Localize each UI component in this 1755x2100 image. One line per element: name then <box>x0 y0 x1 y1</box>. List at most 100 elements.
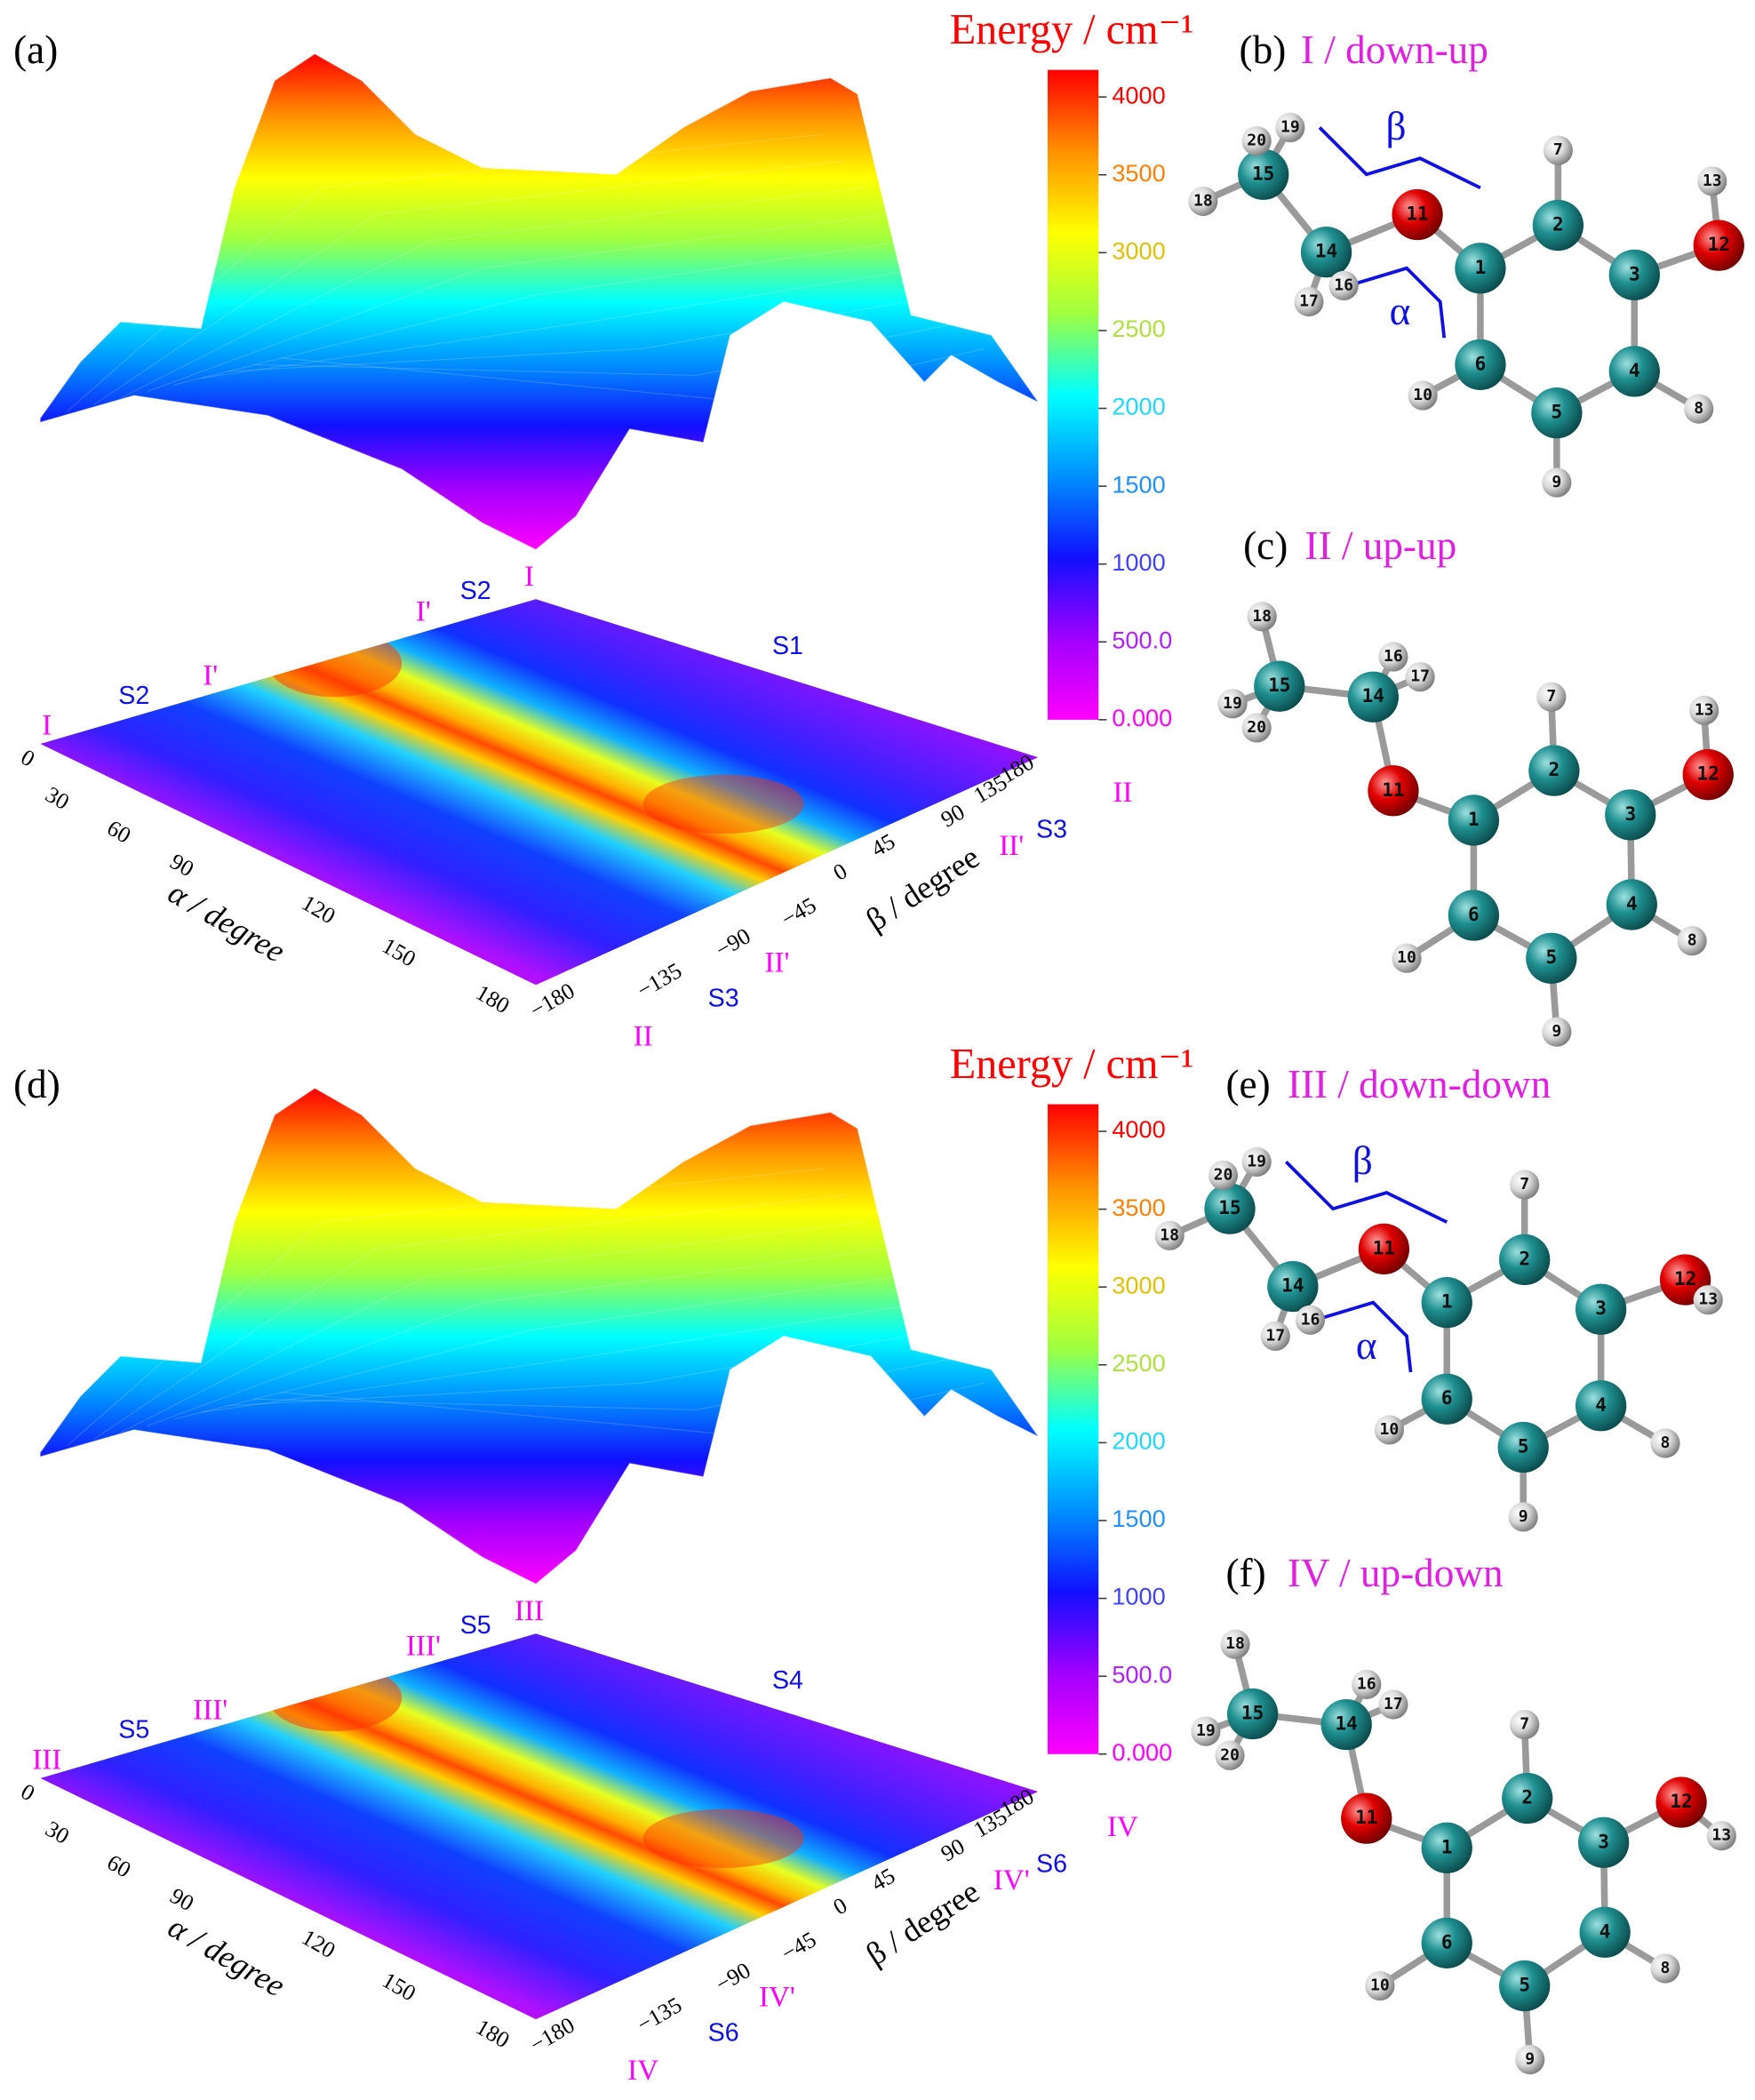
atom <box>1575 1380 1627 1432</box>
atom <box>1508 1502 1538 1532</box>
atom-label: 20 <box>1214 1165 1233 1184</box>
conformer-annotation: II <box>634 1019 653 1052</box>
panel-label: (d) <box>13 1062 60 1106</box>
conformer-annotation: III <box>515 1594 544 1627</box>
atom-label: 9 <box>1525 2050 1535 2069</box>
surface-mesh <box>93 1194 844 1440</box>
contour-fill <box>40 1633 1039 2020</box>
colorbar-tick-label: 0.000 <box>1112 1738 1172 1766</box>
panel-label: (c) <box>1243 523 1288 568</box>
atom <box>1220 1629 1250 1659</box>
colorbar-tick-label: 1500 <box>1112 1505 1165 1532</box>
atom <box>1408 380 1438 411</box>
alpha-label: α <box>1390 289 1411 333</box>
atom <box>1499 1960 1551 2012</box>
surface-mesh <box>67 133 825 412</box>
atom <box>1455 339 1506 390</box>
atom-label: 10 <box>1370 1976 1390 1995</box>
atom-label: 8 <box>1661 1959 1671 1977</box>
atom <box>1260 1321 1290 1351</box>
beta-angle-mark <box>1318 126 1481 190</box>
atom-label: 7 <box>1546 687 1556 706</box>
surface-mesh <box>67 1168 825 1447</box>
atom-label: 16 <box>1384 647 1403 666</box>
atom <box>1542 1017 1572 1047</box>
alpha-label: α <box>1356 1323 1377 1368</box>
contour-spot <box>642 774 804 834</box>
conformer-annotation: S5 <box>460 1611 491 1640</box>
surface-mesh <box>173 1275 905 1420</box>
atom-label: 18 <box>1225 1634 1245 1653</box>
atom <box>1697 166 1727 196</box>
molecule-panel: (e) III / down-downαβ12345678910111213141… <box>1154 1062 1723 1532</box>
atom <box>1499 1234 1551 1286</box>
beta-label: β <box>1352 1138 1373 1183</box>
structure-title: IV / up-down <box>1288 1551 1504 1595</box>
surface-mesh <box>201 1302 925 1413</box>
beta-tick-label: 0 <box>829 858 852 886</box>
atom-label: 16 <box>1357 1674 1376 1693</box>
colorbar-tick-label: 3500 <box>1112 159 1165 187</box>
conformer-annotation: S2 <box>118 682 149 710</box>
atom-label: 12 <box>1708 233 1730 255</box>
atom <box>1191 1716 1221 1746</box>
conformer-annotation: S5 <box>118 1716 149 1745</box>
atom <box>1247 602 1277 632</box>
atom <box>1526 932 1577 984</box>
surface-mesh <box>281 1382 985 1437</box>
colorbar <box>1047 69 1099 720</box>
atom <box>1497 1421 1549 1473</box>
atom <box>1254 660 1305 712</box>
atom-label: 16 <box>1301 1310 1320 1329</box>
atom-label: 3 <box>1624 802 1636 825</box>
surface-mesh <box>227 1329 945 1407</box>
atom <box>1328 270 1359 300</box>
colorbar-tick-label: 500.0 <box>1112 626 1172 653</box>
colorbar-title: Energy / cm⁻¹ <box>950 6 1194 53</box>
atom <box>1217 689 1248 719</box>
atom-label: 11 <box>1355 1806 1377 1828</box>
conformer-annotation: S3 <box>708 985 739 1013</box>
atom <box>1241 713 1272 743</box>
alpha-tick-label: 180 <box>472 2014 515 2053</box>
atom <box>1650 1953 1680 1984</box>
beta-tick-label: 90 <box>937 1833 969 1867</box>
atom <box>1605 789 1656 841</box>
beta-tick-label: −45 <box>777 1927 820 1967</box>
atom-label: 14 <box>1362 684 1384 707</box>
atom-label: 17 <box>1299 291 1319 310</box>
atom <box>1204 1183 1256 1234</box>
energy-surface <box>39 52 1039 551</box>
atom-label: 4 <box>1629 359 1640 381</box>
colorbar-tick-label: 3000 <box>1112 1271 1165 1298</box>
atom <box>1689 695 1719 725</box>
atom <box>1536 682 1567 712</box>
atom-label: 9 <box>1519 1507 1528 1526</box>
molecule-panel: (f) IV / up-down1234567891011121314151617… <box>1191 1551 1736 2075</box>
atom-label: 3 <box>1629 262 1640 284</box>
atom <box>1421 1822 1472 1873</box>
atom <box>1515 2044 1545 2075</box>
colorbar-tick-label: 2500 <box>1112 1349 1165 1377</box>
alpha-tick-label: 180 <box>472 979 515 1018</box>
energy-surface <box>39 1087 1039 1585</box>
atom <box>1655 1777 1707 1828</box>
atom-label: 13 <box>1711 1826 1731 1845</box>
atom <box>1542 467 1572 498</box>
alpha-tick-label: 0 <box>17 744 40 772</box>
atom-label: 5 <box>1552 401 1563 423</box>
colorbar-tick-label: 1500 <box>1112 470 1165 498</box>
atom <box>1215 1740 1245 1770</box>
atom <box>1421 1277 1472 1329</box>
atom <box>1579 1906 1631 1958</box>
alpha-tick-label: 30 <box>41 1816 74 1849</box>
alpha-tick-label: 0 <box>17 1778 40 1807</box>
atom-label: 19 <box>1247 1152 1266 1170</box>
surface-mesh <box>147 1248 885 1426</box>
atom-label: 20 <box>1247 132 1266 150</box>
atom <box>1295 1305 1326 1335</box>
conformer-annotation: S1 <box>772 632 803 660</box>
colorbar-tick-label: 4000 <box>1112 1115 1165 1143</box>
atom-label: 5 <box>1518 1435 1529 1457</box>
energy-panel: (d) Energy / cm⁻¹0.000500.010001500200025… <box>13 1041 1193 2087</box>
